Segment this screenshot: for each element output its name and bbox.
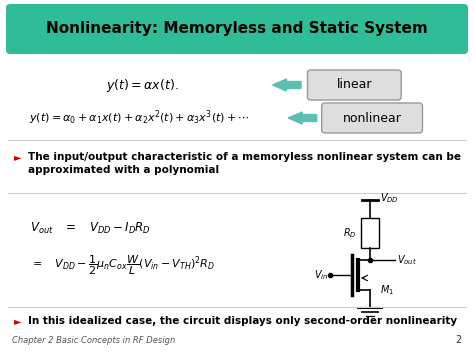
Text: ►: ►: [14, 316, 21, 326]
FancyBboxPatch shape: [308, 70, 401, 100]
Text: $y(t) = \alpha_0 + \alpha_1 x(t) + \alpha_2 x^2(t) + \alpha_3 x^3(t) + \cdots$: $y(t) = \alpha_0 + \alpha_1 x(t) + \alph…: [29, 109, 250, 127]
Text: $= \quad V_{DD} - \dfrac{1}{2}\mu_n C_{ox}\dfrac{W}{L}(V_{in} - V_{TH})^2 R_D$: $= \quad V_{DD} - \dfrac{1}{2}\mu_n C_{o…: [30, 253, 215, 277]
FancyArrow shape: [273, 79, 301, 91]
Text: $y(t) = \alpha x(t).$: $y(t) = \alpha x(t).$: [106, 76, 179, 93]
Text: Chapter 2 Basic Concepts in RF Design: Chapter 2 Basic Concepts in RF Design: [12, 336, 175, 345]
Text: $V_{out}\quad = \quad V_{DD} - I_D R_D$: $V_{out}\quad = \quad V_{DD} - I_D R_D$: [30, 220, 151, 236]
Text: The input/output characteristic of a memoryless nonlinear system can be
approxim: The input/output characteristic of a mem…: [28, 152, 461, 175]
Text: $V_{in}$: $V_{in}$: [314, 268, 328, 282]
FancyBboxPatch shape: [322, 103, 422, 133]
Text: $R_D$: $R_D$: [343, 226, 357, 240]
Text: $V_{out}$: $V_{out}$: [397, 253, 417, 267]
Bar: [361, 218, 379, 248]
Text: In this idealized case, the circuit displays only second-order nonlinearity: In this idealized case, the circuit disp…: [28, 316, 457, 326]
Text: Nonlinearity: Memoryless and Static System: Nonlinearity: Memoryless and Static Syst…: [46, 22, 428, 37]
Text: 2: 2: [456, 335, 462, 345]
Text: $V_{DD}$: $V_{DD}$: [380, 191, 399, 205]
FancyArrow shape: [288, 112, 317, 124]
Text: $M_1$: $M_1$: [380, 283, 394, 297]
Text: ►: ►: [14, 152, 21, 162]
FancyBboxPatch shape: [6, 4, 468, 54]
Text: linear: linear: [337, 78, 372, 92]
Text: nonlinear: nonlinear: [343, 111, 401, 125]
